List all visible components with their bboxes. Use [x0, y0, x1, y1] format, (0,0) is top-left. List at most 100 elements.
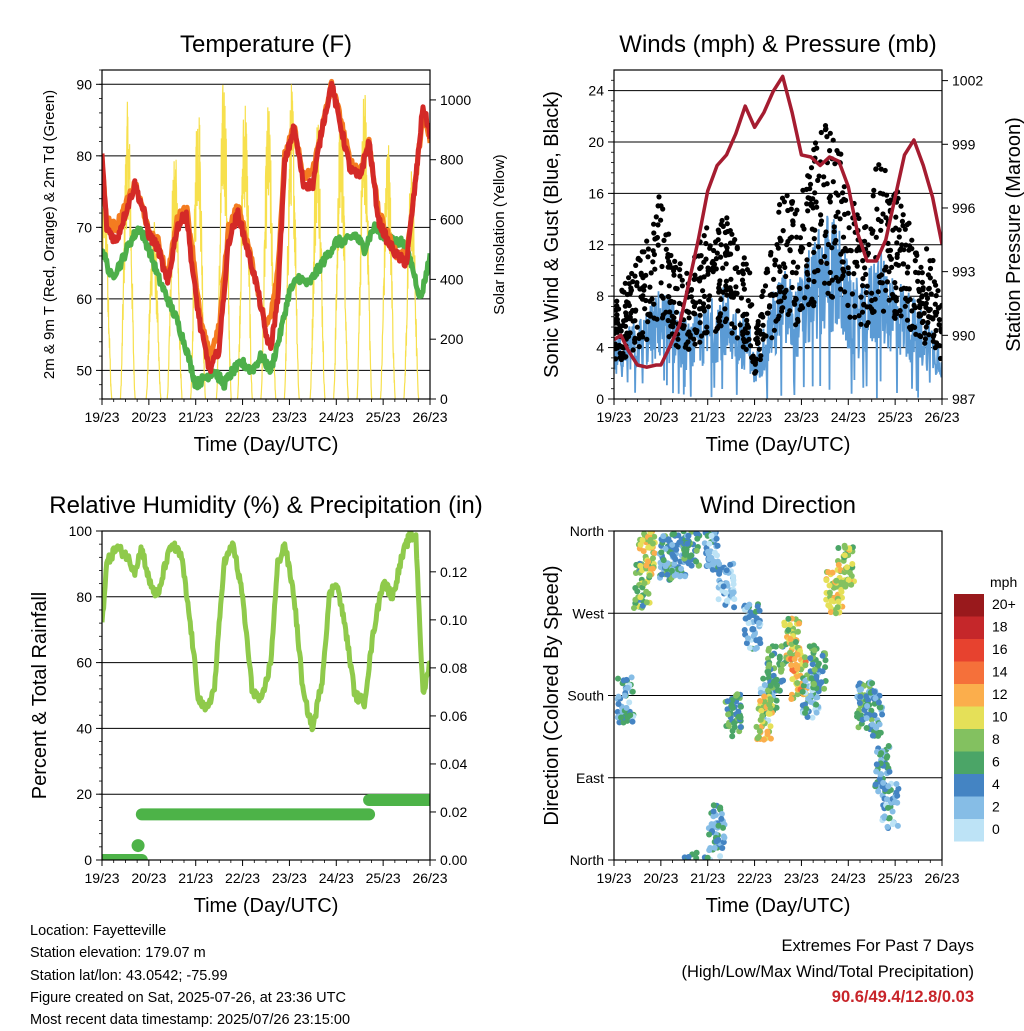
gust-point — [893, 285, 899, 291]
gust-point — [625, 300, 631, 306]
gust-point — [806, 277, 812, 283]
gust-point — [935, 305, 941, 311]
gust-point — [789, 200, 795, 206]
series-t2m — [102, 80, 430, 374]
gust-point — [707, 293, 713, 299]
direction-point — [869, 680, 876, 687]
gust-point — [808, 165, 815, 171]
direction-point — [868, 716, 875, 723]
precip-point — [131, 839, 145, 853]
y-tick-label: 0 — [84, 852, 92, 868]
gust-point — [878, 166, 884, 172]
gust-point — [781, 294, 788, 300]
gust-point — [640, 334, 646, 340]
gust-point — [729, 231, 735, 237]
direction-point — [710, 561, 717, 568]
gust-point — [677, 261, 683, 267]
gust-point — [667, 309, 673, 315]
gust-point — [665, 264, 671, 270]
direction-point — [768, 652, 775, 659]
plot-frame — [613, 530, 943, 861]
direction-point — [856, 700, 863, 706]
direction-point — [754, 603, 761, 610]
direction-point — [869, 732, 876, 739]
direction-point — [857, 693, 864, 700]
direction-point — [792, 639, 799, 645]
y-tick-label: 24 — [588, 83, 604, 99]
gust-point — [624, 330, 630, 336]
gust-point — [930, 257, 936, 264]
gust-point — [722, 306, 728, 312]
gust-point — [822, 232, 828, 239]
gust-point — [617, 354, 623, 361]
y-tick-label: 60 — [76, 291, 92, 307]
gust-point — [738, 295, 745, 301]
direction-point — [827, 609, 834, 616]
gust-point — [653, 214, 659, 220]
gust-point — [776, 209, 782, 215]
direction-point — [802, 677, 809, 684]
direction-point — [694, 535, 701, 542]
gust-point — [773, 318, 779, 324]
gust-point — [614, 346, 619, 352]
gust-point — [739, 277, 746, 283]
gust-point — [913, 250, 919, 256]
gust-point — [794, 207, 800, 213]
gust-point — [729, 330, 735, 336]
plot-area — [102, 78, 430, 399]
direction-point — [685, 854, 692, 860]
gust-point — [734, 290, 740, 296]
gust-point — [860, 276, 866, 282]
direction-point — [643, 599, 650, 606]
direction-point — [889, 808, 896, 815]
gust-point — [824, 260, 830, 266]
solar-trace — [119, 101, 136, 399]
gust-point — [652, 236, 658, 242]
gust-point — [937, 355, 942, 362]
direction-point — [875, 788, 882, 795]
gust-point — [888, 256, 895, 262]
recent-timestamp: Most recent data timestamp: 2025/07/26 2… — [30, 1012, 351, 1029]
colorbar-label: 6 — [992, 754, 1000, 770]
gust-point — [724, 215, 730, 221]
gust-point — [781, 199, 788, 205]
gust-point — [894, 240, 900, 246]
direction-point — [794, 680, 801, 686]
direction-point — [688, 552, 695, 559]
gust-point — [865, 242, 871, 248]
y2-axis-label: Solar Insolation (Yellow) — [491, 154, 508, 314]
direction-point — [615, 701, 622, 707]
direction-point — [729, 704, 736, 711]
gust-point — [847, 247, 853, 253]
gust-point — [827, 130, 833, 136]
direction-point — [796, 620, 803, 627]
direction-point — [879, 711, 886, 718]
gust-point — [644, 336, 650, 342]
gust-point — [842, 211, 848, 217]
gust-point — [744, 317, 750, 323]
colorbar-label: 20+ — [992, 596, 1016, 612]
direction-point — [723, 597, 730, 604]
y-axis-label: Direction (Colored By Speed) — [541, 565, 563, 825]
gust-point — [822, 127, 829, 133]
chart-title: Relative Humidity (%) & Precipitation (i… — [49, 492, 482, 519]
gust-point — [641, 287, 647, 293]
gust-point — [643, 297, 649, 304]
direction-point — [756, 620, 762, 626]
gust-point — [841, 196, 847, 202]
solar-trace — [356, 94, 373, 399]
direction-point — [765, 710, 772, 717]
colorbar-swatch — [954, 639, 984, 662]
direction-point — [795, 628, 801, 635]
direction-point — [807, 655, 814, 662]
gust-point — [759, 293, 765, 300]
gust-point — [644, 238, 650, 244]
gust-point — [860, 283, 866, 289]
gust-point — [923, 304, 929, 310]
direction-point — [730, 589, 737, 596]
direction-point — [778, 677, 785, 684]
gust-point — [784, 193, 790, 199]
gust-point — [755, 318, 761, 325]
direction-point — [794, 691, 801, 698]
direction-point — [794, 663, 801, 670]
